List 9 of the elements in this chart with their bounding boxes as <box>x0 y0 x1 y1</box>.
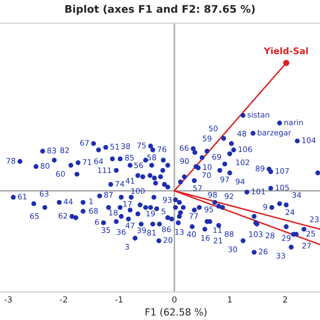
x-tick-label: -2 <box>60 296 67 302</box>
x-tick-label: -1 <box>115 296 122 302</box>
x-tick-label: -3 <box>4 296 12 303</box>
x-tick-label: 0 <box>172 296 176 303</box>
x-tick-label: 2 <box>283 296 287 302</box>
chart-title: Biplot (axes F1 and F2: 87.65 %) <box>65 4 255 15</box>
x-axis-title: F1 (62.58 %) <box>146 308 206 317</box>
series-label: Yield-Sal <box>264 47 308 54</box>
x-tick-label: 1 <box>228 296 232 302</box>
